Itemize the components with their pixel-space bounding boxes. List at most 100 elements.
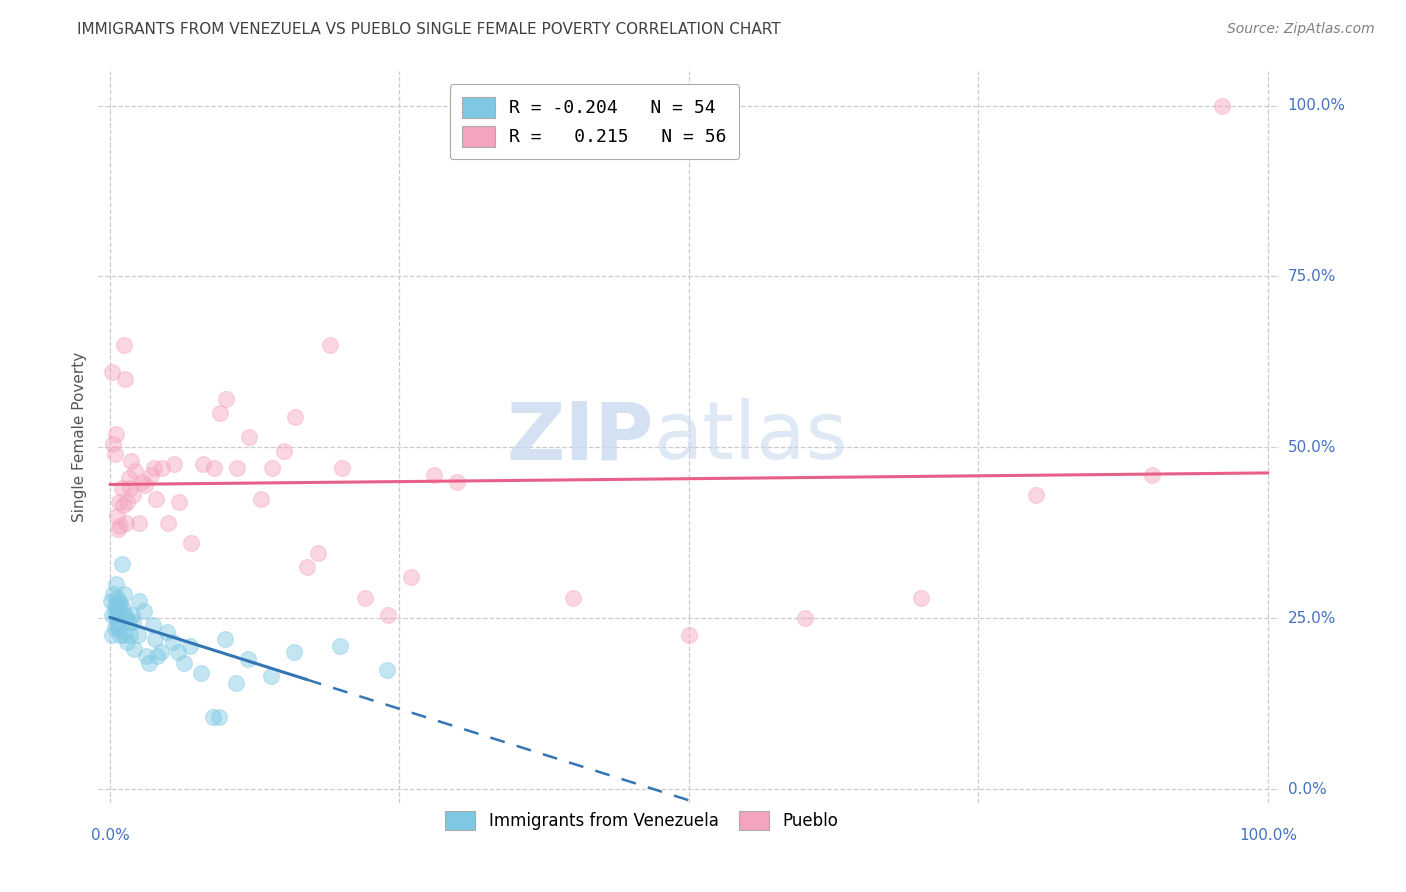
Point — [101, 607, 124, 622]
Point — [115, 516, 138, 530]
Point — [423, 467, 446, 482]
Point — [128, 516, 150, 530]
Point — [329, 639, 352, 653]
Point — [226, 460, 249, 475]
Point — [101, 365, 124, 379]
Point — [208, 710, 231, 724]
Point — [128, 594, 150, 608]
Point — [169, 495, 191, 509]
Point — [104, 577, 127, 591]
Point — [111, 499, 134, 513]
Point — [112, 338, 135, 352]
Point — [122, 615, 145, 629]
Point — [562, 591, 585, 605]
Legend: Immigrants from Venezuela, Pueblo: Immigrants from Venezuela, Pueblo — [434, 799, 849, 842]
Point — [167, 645, 190, 659]
Point — [108, 615, 131, 629]
Point — [107, 622, 129, 636]
Point — [105, 591, 128, 605]
Point — [124, 464, 146, 478]
Point — [105, 607, 128, 622]
Point — [108, 495, 131, 509]
Text: 25.0%: 25.0% — [1288, 611, 1336, 625]
Point — [114, 607, 136, 622]
Point — [104, 598, 127, 612]
Text: IMMIGRANTS FROM VENEZUELA VS PUEBLO SINGLE FEMALE POVERTY CORRELATION CHART: IMMIGRANTS FROM VENEZUELA VS PUEBLO SING… — [77, 22, 780, 37]
Point — [283, 645, 305, 659]
Text: Source: ZipAtlas.com: Source: ZipAtlas.com — [1227, 22, 1375, 37]
Point — [202, 710, 225, 724]
Point — [100, 594, 122, 608]
Point — [1211, 98, 1233, 112]
Point — [260, 669, 283, 683]
Point — [214, 632, 236, 646]
Point — [399, 570, 422, 584]
Point — [273, 443, 295, 458]
Point — [191, 458, 214, 472]
Point — [202, 460, 225, 475]
Text: ZIP: ZIP — [506, 398, 654, 476]
Point — [110, 598, 132, 612]
Point — [115, 611, 138, 625]
Text: atlas: atlas — [654, 398, 848, 476]
Point — [377, 607, 399, 622]
Point — [149, 645, 172, 659]
Point — [1025, 488, 1047, 502]
Point — [910, 591, 932, 605]
Point — [135, 648, 157, 663]
Point — [143, 460, 166, 475]
Point — [146, 648, 169, 663]
Text: 50.0%: 50.0% — [1288, 440, 1336, 455]
Point — [114, 372, 136, 386]
Point — [117, 615, 139, 629]
Point — [104, 607, 127, 622]
Point — [319, 338, 342, 352]
Point — [793, 611, 815, 625]
Point — [215, 392, 238, 407]
Point — [143, 632, 166, 646]
Point — [122, 488, 145, 502]
Point — [104, 447, 127, 461]
Point — [121, 607, 143, 622]
Point — [307, 546, 329, 560]
Point — [107, 522, 129, 536]
Point — [104, 601, 127, 615]
Point — [105, 615, 128, 629]
Point — [117, 495, 139, 509]
Point — [110, 628, 132, 642]
Point — [190, 665, 212, 680]
Point — [162, 635, 184, 649]
Point — [110, 557, 132, 571]
Point — [446, 475, 468, 489]
Point — [678, 628, 700, 642]
Point — [112, 587, 135, 601]
Point — [110, 481, 132, 495]
Point — [163, 458, 186, 472]
Point — [104, 622, 127, 636]
Point — [101, 628, 124, 642]
Point — [353, 591, 375, 605]
Point — [208, 406, 231, 420]
Point — [131, 475, 153, 489]
Point — [110, 519, 132, 533]
Point — [111, 601, 134, 615]
Point — [375, 663, 398, 677]
Point — [156, 624, 179, 639]
Point — [225, 676, 247, 690]
Point — [112, 628, 135, 642]
Point — [262, 460, 284, 475]
Point — [132, 604, 155, 618]
Point — [138, 656, 160, 670]
Point — [295, 560, 318, 574]
Point — [103, 587, 125, 601]
Point — [284, 409, 307, 424]
Y-axis label: Single Female Poverty: Single Female Poverty — [72, 352, 87, 522]
Point — [145, 491, 167, 506]
Point — [236, 652, 259, 666]
Text: 0.0%: 0.0% — [1288, 781, 1326, 797]
Point — [118, 628, 141, 642]
Point — [134, 478, 156, 492]
Point — [108, 594, 131, 608]
Point — [180, 536, 202, 550]
Point — [249, 491, 271, 506]
